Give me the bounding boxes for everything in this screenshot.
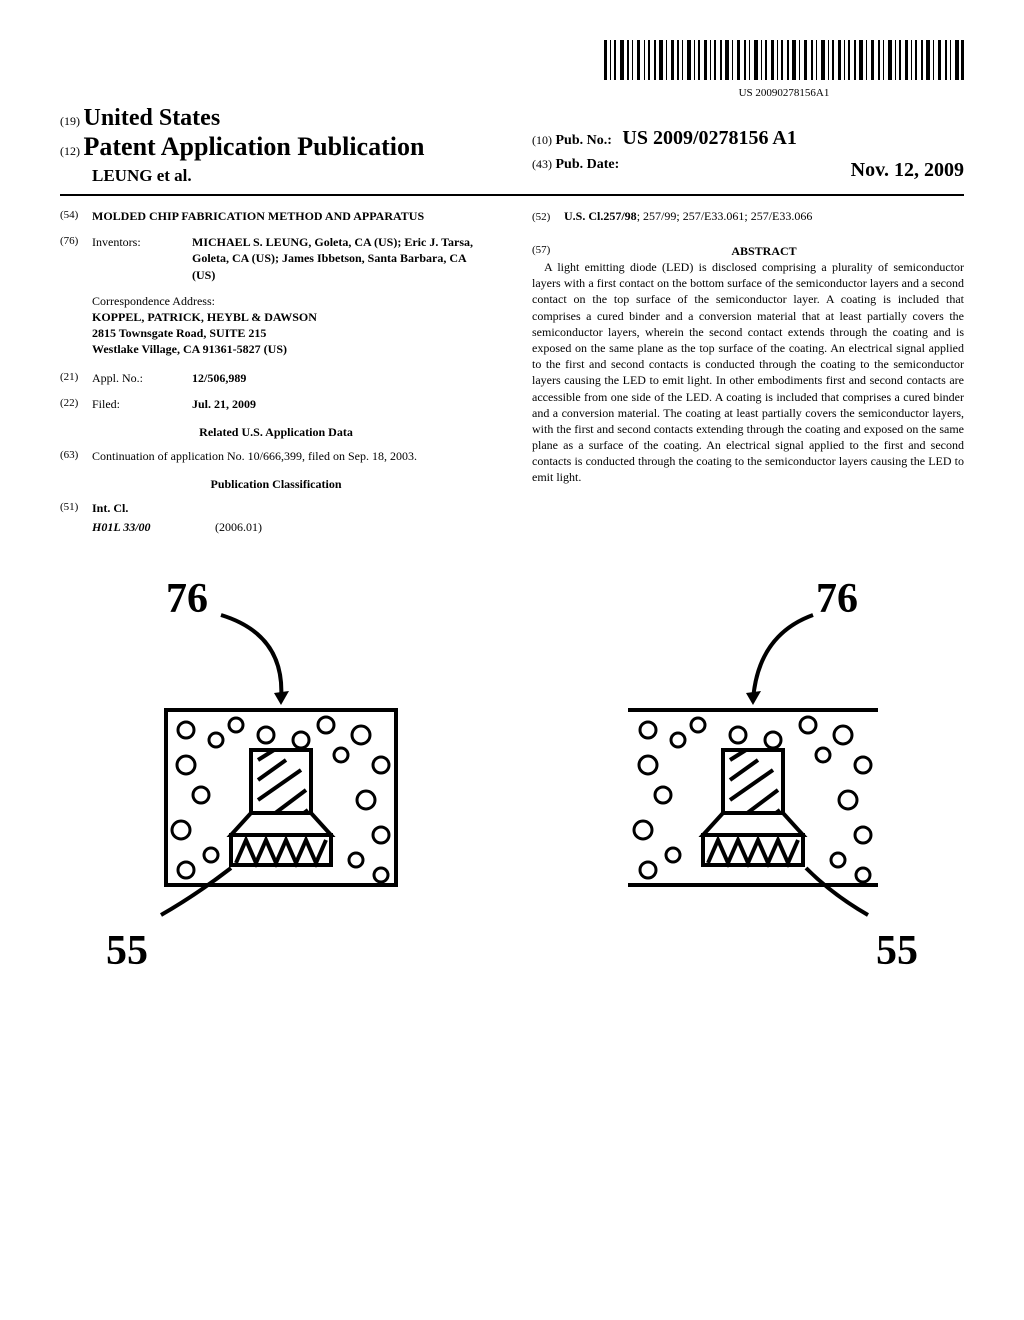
intcl-label: Int. Cl. bbox=[92, 500, 128, 516]
appl-value: 12/506,989 bbox=[192, 370, 492, 386]
appl-num: (21) bbox=[60, 370, 92, 386]
figures-region: 76 55 bbox=[60, 585, 964, 965]
continuation-row: (63) Continuation of application No. 10/… bbox=[60, 448, 492, 464]
figure-right: 76 55 bbox=[558, 585, 938, 965]
inventors-names: MICHAEL S. LEUNG, Goleta, CA (US); Eric … bbox=[192, 235, 473, 281]
uscl-label: U.S. Cl. bbox=[564, 208, 603, 224]
pubdate-label: Pub. Date: bbox=[556, 157, 620, 172]
title-num: (54) bbox=[60, 208, 92, 224]
inventors-row: (76) Inventors: MICHAEL S. LEUNG, Goleta… bbox=[60, 234, 492, 283]
related-data-header: Related U.S. Application Data bbox=[60, 424, 492, 440]
cont-value: Continuation of application No. 10/666,3… bbox=[92, 448, 492, 464]
figure-left: 76 55 bbox=[86, 585, 466, 965]
corr-label: Correspondence Address: bbox=[92, 293, 492, 309]
filed-value: Jul. 21, 2009 bbox=[192, 396, 492, 412]
abstract-header-row: (57) ABSTRACT bbox=[532, 243, 964, 259]
abstract-body: A light emitting diode (LED) is disclose… bbox=[532, 259, 964, 486]
inventors-value: MICHAEL S. LEUNG, Goleta, CA (US); Eric … bbox=[192, 234, 492, 283]
intcl-value-row: H01L 33/00 (2006.01) bbox=[92, 519, 492, 535]
intcl-class: H01L 33/00 bbox=[92, 519, 212, 535]
intcl-row: (51) Int. Cl. bbox=[60, 500, 492, 516]
filed-label: Filed: bbox=[92, 396, 192, 412]
cont-num: (63) bbox=[60, 448, 92, 464]
invention-title: MOLDED CHIP FABRICATION METHOD AND APPAR… bbox=[92, 208, 492, 224]
pub-number-row: (10) Pub. No.: US 2009/0278156 A1 bbox=[532, 122, 964, 154]
header-block: (19) United States (12) Patent Applicati… bbox=[60, 105, 964, 196]
pub-type-num: (12) bbox=[60, 144, 80, 158]
pubno-label: Pub. No.: bbox=[556, 133, 612, 148]
abstract-title: ABSTRACT bbox=[564, 243, 964, 259]
inventor-header-line: LEUNG et al. bbox=[92, 166, 492, 186]
biblio-columns: (54) MOLDED CHIP FABRICATION METHOD AND … bbox=[60, 208, 964, 535]
filed-num: (22) bbox=[60, 396, 92, 412]
barcode-region: US 20090278156A1 bbox=[60, 40, 964, 101]
uscl-num: (52) bbox=[532, 210, 564, 225]
uscl-values: 257/98; 257/99; 257/E33.061; 257/E33.066 bbox=[603, 208, 812, 224]
pub-date-row: (43) Pub. Date: Nov. 12, 2009 bbox=[532, 154, 964, 186]
uscl-main: 257/98 bbox=[603, 209, 636, 223]
corr-name: KOPPEL, PATRICK, HEYBL & DAWSON bbox=[92, 309, 492, 325]
pubno-value: US 2009/0278156 A1 bbox=[622, 127, 796, 149]
filed-row: (22) Filed: Jul. 21, 2009 bbox=[60, 396, 492, 412]
correspondence-block: Correspondence Address: KOPPEL, PATRICK,… bbox=[92, 293, 492, 358]
country-code-num: (19) bbox=[60, 114, 80, 128]
left-col: (54) MOLDED CHIP FABRICATION METHOD AND … bbox=[60, 208, 492, 535]
inventors-label: Inventors: bbox=[92, 234, 192, 283]
barcode-icon: US 20090278156A1 bbox=[604, 40, 964, 99]
inventors-num: (76) bbox=[60, 234, 92, 283]
corr-addr1: 2815 Townsgate Road, SUITE 215 bbox=[92, 325, 492, 341]
appl-label: Appl. No.: bbox=[92, 370, 192, 386]
pubclass-header: Publication Classification bbox=[60, 476, 492, 492]
pubdate-code: (43) bbox=[532, 157, 552, 171]
intcl-year: (2006.01) bbox=[215, 520, 262, 534]
uscl-rest: ; 257/99; 257/E33.061; 257/E33.066 bbox=[637, 209, 813, 223]
appl-row: (21) Appl. No.: 12/506,989 bbox=[60, 370, 492, 386]
pub-type-title: Patent Application Publication bbox=[84, 132, 425, 161]
publication-type-line: (12) Patent Application Publication bbox=[60, 132, 492, 162]
country-line: (19) United States bbox=[60, 105, 492, 132]
intcl-num: (51) bbox=[60, 500, 92, 516]
right-col: (52) U.S. Cl. 257/98; 257/99; 257/E33.06… bbox=[532, 208, 964, 535]
uscl-row: (52) U.S. Cl. 257/98; 257/99; 257/E33.06… bbox=[532, 208, 964, 225]
title-row: (54) MOLDED CHIP FABRICATION METHOD AND … bbox=[60, 208, 492, 224]
figure-right-svg bbox=[558, 585, 938, 965]
barcode-number: US 20090278156A1 bbox=[604, 87, 964, 99]
pubdate-value: Nov. 12, 2009 bbox=[851, 154, 964, 186]
country-name: United States bbox=[84, 105, 221, 131]
pubno-code: (10) bbox=[532, 133, 552, 147]
abstract-num: (57) bbox=[532, 243, 564, 259]
corr-addr2: Westlake Village, CA 91361-5827 (US) bbox=[92, 341, 492, 357]
figure-left-svg bbox=[86, 585, 466, 965]
